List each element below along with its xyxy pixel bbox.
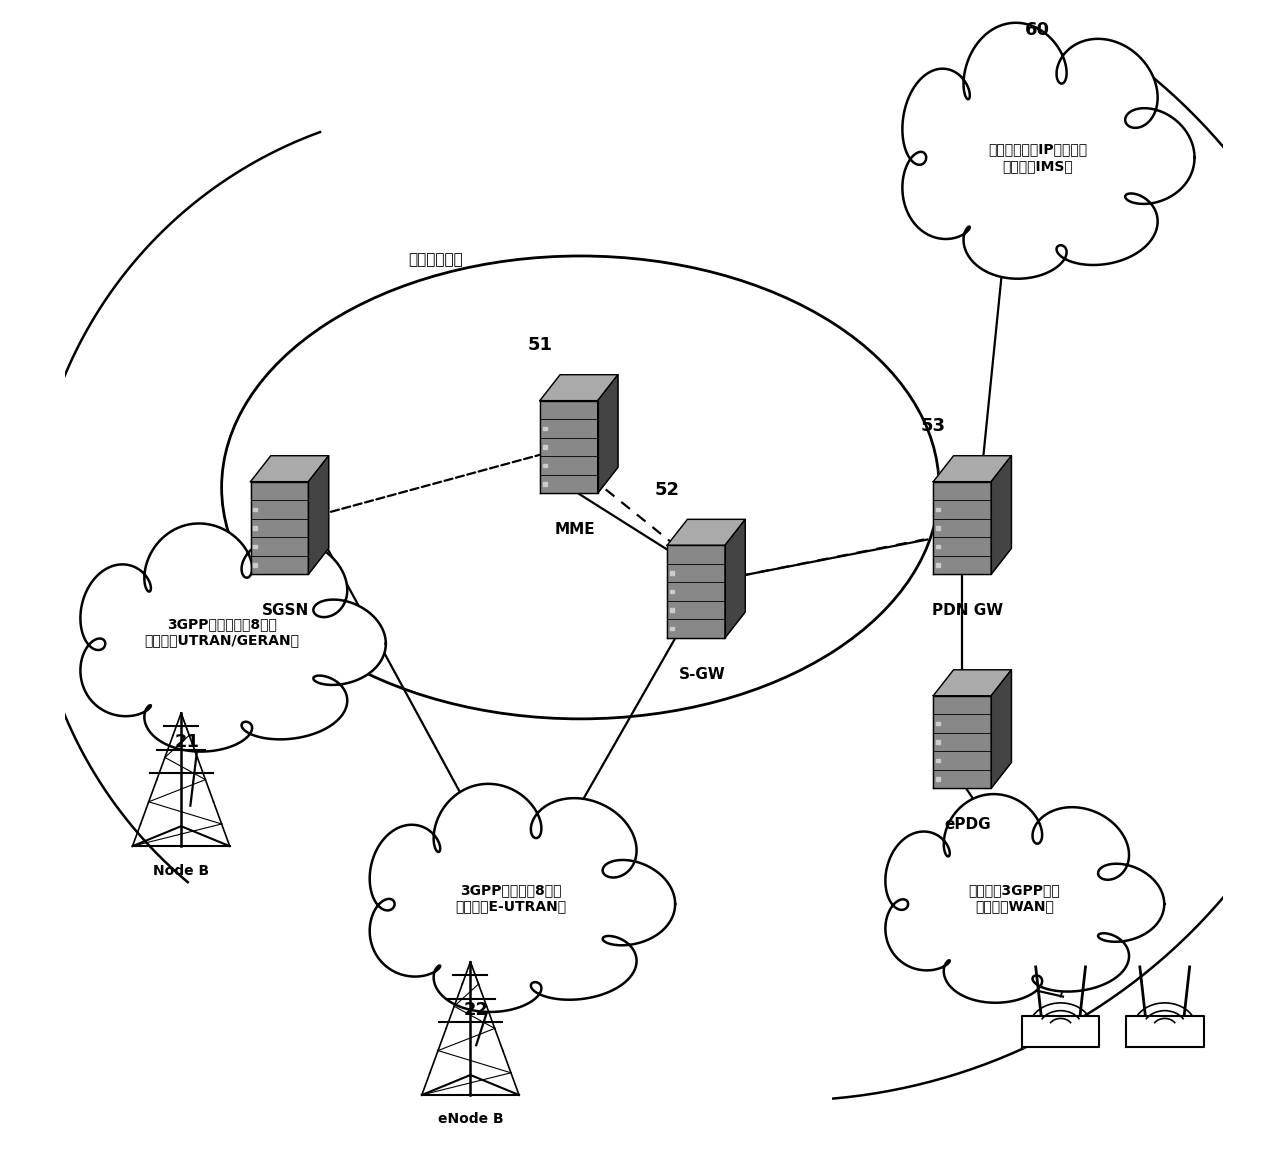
Text: eNode B: eNode B [438,1112,504,1126]
Polygon shape [254,527,258,530]
Polygon shape [251,481,308,574]
Polygon shape [936,740,940,744]
Text: SGSN: SGSN [261,603,309,618]
Text: MME: MME [554,522,595,537]
Polygon shape [934,481,992,574]
Polygon shape [936,563,940,567]
Polygon shape [670,571,674,575]
Polygon shape [80,523,386,752]
Text: 52: 52 [654,481,680,499]
Polygon shape [992,669,1011,789]
Polygon shape [254,544,258,549]
Polygon shape [542,445,547,449]
Polygon shape [934,696,992,789]
Polygon shape [667,545,725,638]
Text: 22: 22 [464,1001,488,1020]
Polygon shape [542,483,547,486]
Polygon shape [370,784,675,1012]
Polygon shape [934,456,1011,481]
Polygon shape [251,456,328,481]
Text: 53: 53 [921,418,945,435]
Text: 移动运营商的IP服务网络
（例如，IMS）: 移动运营商的IP服务网络 （例如，IMS） [988,143,1087,173]
Polygon shape [903,23,1194,278]
Polygon shape [936,508,940,512]
Polygon shape [885,795,1164,1002]
Polygon shape [936,544,940,549]
Text: ePDG: ePDG [944,818,992,832]
Polygon shape [598,375,618,493]
Polygon shape [934,669,1011,696]
Polygon shape [254,508,258,512]
Text: 演进分组核心: 演进分组核心 [408,253,464,268]
Polygon shape [308,456,328,574]
Polygon shape [542,427,547,430]
Polygon shape [1126,1015,1203,1047]
Text: 21: 21 [174,733,200,751]
Polygon shape [992,456,1011,574]
Text: Node B: Node B [153,863,209,877]
Polygon shape [667,520,746,545]
Text: 3GPP发行版本8接入
（例如，E-UTRAN）: 3GPP发行版本8接入 （例如，E-UTRAN） [456,883,567,913]
Text: 非信任非3GPP接入
（例如，WAN）: 非信任非3GPP接入 （例如，WAN） [969,883,1060,913]
Text: 3GPP预发行版本8接入
（例如，UTRAN/GERAN）: 3GPP预发行版本8接入 （例如，UTRAN/GERAN） [144,617,299,647]
Polygon shape [936,722,940,725]
Polygon shape [254,563,258,567]
Polygon shape [936,759,940,762]
Polygon shape [670,608,674,612]
Polygon shape [540,400,598,493]
Polygon shape [670,589,674,594]
Polygon shape [936,527,940,530]
Polygon shape [540,375,618,400]
Text: 60: 60 [1025,21,1050,39]
Text: 51: 51 [527,336,553,354]
Text: S-GW: S-GW [679,667,725,682]
Polygon shape [670,626,674,630]
Polygon shape [1021,1015,1100,1047]
Polygon shape [725,520,746,638]
Polygon shape [936,777,940,781]
Polygon shape [542,464,547,467]
Text: PDN GW: PDN GW [933,603,1003,618]
